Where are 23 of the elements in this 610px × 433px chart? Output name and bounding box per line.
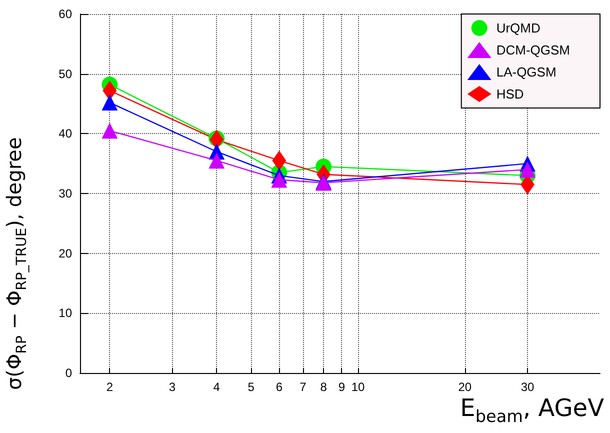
- x-tick-label: 8: [320, 380, 328, 394]
- x-tick-label: 7: [300, 380, 307, 394]
- x-tick-label: 20: [458, 380, 472, 394]
- y-tick-label: 20: [58, 246, 72, 260]
- y-tick-label: 30: [58, 186, 72, 200]
- legend-label: UrQMD: [496, 20, 540, 36]
- legend-label: LA-QGSM: [496, 64, 556, 80]
- legend-label: DCM-QGSM: [496, 42, 570, 58]
- x-tick-label: 5: [248, 380, 255, 394]
- y-tick-label: 60: [58, 7, 72, 21]
- x-tick-label: 2: [106, 380, 114, 394]
- y-tick-label: 50: [58, 66, 72, 81]
- y-tick-label: 0: [65, 366, 72, 380]
- x-tick-label: 6: [276, 380, 283, 394]
- x-tick-label: 9: [338, 380, 346, 394]
- x-axis-title: E$_{beam}$, AGeV: [460, 394, 604, 426]
- x-tick-label: 3: [168, 380, 176, 394]
- legend-label: HSD: [496, 86, 524, 102]
- y-tick-label: 10: [58, 306, 72, 320]
- x-tick-label: 4: [213, 380, 220, 394]
- y-tick-label: 40: [58, 126, 72, 141]
- x-tick-label: 10: [351, 380, 365, 394]
- x-tick-label: 30: [520, 380, 534, 394]
